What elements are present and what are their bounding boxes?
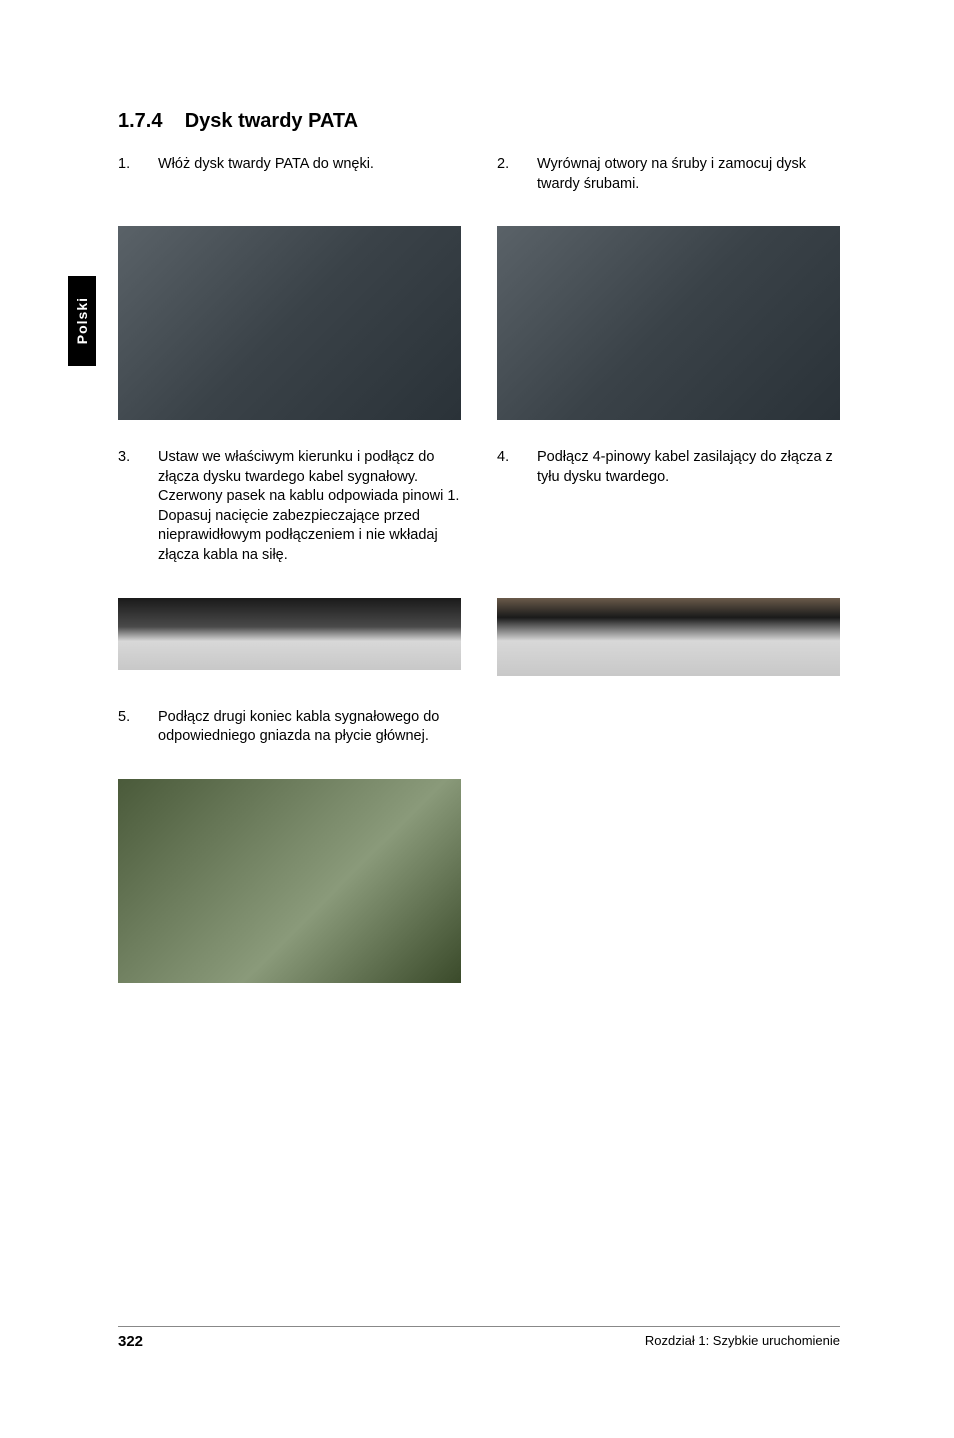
row-steps-1-2: 1. Włóż dysk twardy PATA do wnęki. 2. Wy… (118, 155, 840, 208)
row-steps-3-4: 3. Ustaw we właściwym kierunku i podłącz… (118, 448, 840, 579)
step-5: 5. Podłącz drugi koniec kabla sygnałoweg… (118, 708, 461, 747)
col-step-3: 3. Ustaw we właściwym kierunku i podłącz… (118, 448, 461, 579)
image-step-2 (497, 226, 840, 420)
step-1-num: 1. (118, 155, 134, 175)
col-image-4 (497, 598, 840, 676)
step-4-num: 4. (497, 448, 513, 487)
col-step-1: 1. Włóż dysk twardy PATA do wnęki. (118, 155, 461, 208)
step-4: 4. Podłącz 4-pinowy kabel zasilający do … (497, 448, 840, 487)
row-step-5: 5. Podłącz drugi koniec kabla sygnałoweg… (118, 708, 840, 761)
col-step-5-empty (497, 708, 840, 761)
col-step-5: 5. Podłącz drugi koniec kabla sygnałoweg… (118, 708, 461, 761)
col-step-2: 2. Wyrównaj otwory na śruby i zamocuj dy… (497, 155, 840, 208)
step-2-text: Wyrównaj otwory na śruby i zamocuj dysk … (537, 155, 840, 194)
page-footer: 322 Rozdział 1: Szybkie uruchomienie (118, 1326, 840, 1350)
step-2-num: 2. (497, 155, 513, 194)
row-images-3-4 (118, 598, 840, 676)
col-image-5-empty (497, 779, 840, 983)
step-3-text: Ustaw we właściwym kierunku i podłącz do… (158, 448, 461, 565)
col-image-1 (118, 226, 461, 420)
step-3-num: 3. (118, 448, 134, 565)
image-step-5 (118, 779, 461, 983)
row-images-1-2 (118, 226, 840, 420)
step-2: 2. Wyrównaj otwory na śruby i zamocuj dy… (497, 155, 840, 194)
row-image-5 (118, 779, 840, 983)
step-4-text: Podłącz 4-pinowy kabel zasilający do złą… (537, 448, 840, 487)
col-image-5 (118, 779, 461, 983)
col-image-3 (118, 598, 461, 676)
page-content: 1.7.4 Dysk twardy PATA 1. Włóż dysk twar… (118, 110, 840, 1001)
step-1: 1. Włóż dysk twardy PATA do wnęki. (118, 155, 461, 175)
step-5-num: 5. (118, 708, 134, 747)
language-tab-text: Polski (74, 297, 90, 344)
step-3: 3. Ustaw we właściwym kierunku i podłącz… (118, 448, 461, 565)
chapter-label: Rozdział 1: Szybkie uruchomienie (645, 1333, 840, 1350)
col-step-4: 4. Podłącz 4-pinowy kabel zasilający do … (497, 448, 840, 579)
image-step-3 (118, 598, 461, 670)
col-image-2 (497, 226, 840, 420)
image-step-1 (118, 226, 461, 420)
page-number: 322 (118, 1333, 143, 1350)
section-heading: 1.7.4 Dysk twardy PATA (118, 110, 840, 133)
image-step-4 (497, 598, 840, 676)
heading-title: Dysk twardy PATA (185, 110, 358, 132)
step-5-text: Podłącz drugi koniec kabla sygnałowego d… (158, 708, 461, 747)
step-1-text: Włóż dysk twardy PATA do wnęki. (158, 155, 461, 175)
heading-number: 1.7.4 (118, 110, 162, 132)
language-tab: Polski (68, 276, 96, 366)
